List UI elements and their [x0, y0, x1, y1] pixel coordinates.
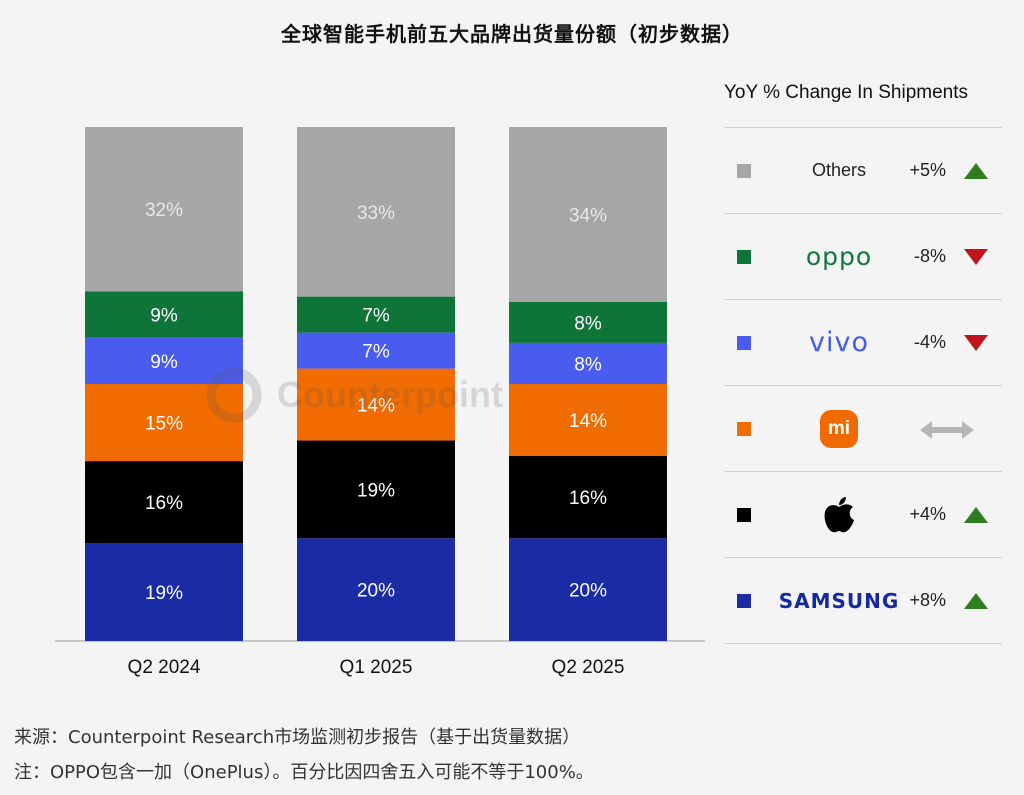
legend-row-samsung: SAMSUNG +8% — [724, 557, 1002, 644]
data-label: 14% — [357, 396, 395, 417]
bar-segment-apple — [509, 455, 667, 539]
vivo-swatch — [737, 336, 751, 350]
vivo-change: -4% — [913, 332, 946, 352]
data-label: 16% — [145, 493, 183, 514]
vivo-logo: vivo — [809, 327, 869, 358]
bar-segment-oppo — [297, 296, 455, 333]
data-label: 14% — [569, 411, 607, 432]
bar-segment-oppo — [509, 301, 667, 343]
down-arrow-icon — [964, 335, 988, 351]
data-label: 7% — [362, 306, 390, 327]
up-arrow-icon — [964, 593, 988, 609]
source-note: 来源：Counterpoint Research市场监测初步报告（基于出货量数据… — [14, 727, 581, 748]
bar-segment-oppo — [85, 291, 243, 338]
xiaomi-logo-icon: mi — [820, 409, 858, 448]
samsung-change: +8% — [909, 590, 946, 610]
legend-row-apple: +4% — [724, 471, 1002, 557]
legend-row-xiaomi: mi — [724, 385, 1002, 471]
data-label: 19% — [145, 583, 183, 604]
data-label: 34% — [569, 205, 607, 226]
apple-logo-icon — [824, 496, 854, 532]
double-arrow-icon — [920, 421, 974, 439]
data-label: 9% — [150, 352, 178, 373]
legend-row-others: Others +5% — [724, 127, 1002, 213]
bar-segment-xiaomi — [85, 384, 243, 462]
legend-row-vivo: vivo -4% — [724, 299, 1002, 385]
data-label: 8% — [574, 313, 602, 334]
oppo-swatch — [737, 250, 751, 264]
bar-segment-samsung — [85, 543, 243, 641]
oppo-logo: oppo — [805, 242, 873, 271]
data-label: 15% — [145, 414, 183, 435]
stacked-bar-chart: 19% 16% 15% 9% 9% 32% Q2 2024 20% 19% 14% 7% 7% 33% Q… — [55, 127, 705, 678]
bar-segment-samsung — [297, 538, 455, 641]
others-label: Others — [811, 160, 867, 180]
data-label: 7% — [362, 342, 390, 363]
up-arrow-icon — [964, 507, 988, 523]
bar-segment-vivo — [509, 342, 667, 384]
data-label: 16% — [569, 488, 607, 509]
chart-title: 全球智能手机前五大品牌出货量份额（初步数据） — [281, 22, 743, 46]
data-label: 8% — [574, 354, 602, 375]
others-change: +5% — [909, 160, 946, 180]
bar-segment-xiaomi — [509, 384, 667, 456]
bar-segment-others — [85, 127, 243, 292]
bar-segment-others — [509, 127, 667, 302]
oppo-change: -8% — [913, 246, 946, 266]
bar-segment-xiaomi — [297, 368, 455, 441]
data-label: 32% — [145, 200, 183, 221]
x-tick-label: Q2 2024 — [128, 657, 201, 678]
down-arrow-icon — [964, 249, 988, 265]
up-arrow-icon — [964, 163, 988, 179]
bar-segment-apple — [85, 461, 243, 544]
data-label: 20% — [569, 581, 607, 602]
apple-swatch — [737, 508, 751, 522]
bar-segment-samsung — [509, 538, 667, 641]
data-label: 20% — [357, 581, 395, 602]
footnote: 注：OPPO包含一加（OnePlus）。百分比因四舍五入可能不等于100%。 — [14, 762, 594, 783]
legend-row-oppo: oppo -8% — [724, 213, 1002, 299]
samsung-logo: SAMSUNG — [778, 588, 900, 613]
data-label: 9% — [150, 306, 178, 327]
samsung-swatch — [737, 594, 751, 608]
others-swatch — [737, 164, 751, 178]
bar-segment-vivo — [85, 337, 243, 384]
data-label: 19% — [357, 480, 395, 501]
x-tick-label: Q2 2025 — [552, 657, 625, 678]
data-label: 33% — [357, 203, 395, 224]
x-tick-label: Q1 2025 — [340, 657, 413, 678]
bar-segment-vivo — [297, 332, 455, 369]
bar-segment-apple — [297, 440, 455, 539]
bar-segment-others — [297, 127, 455, 297]
apple-change: +4% — [909, 504, 946, 524]
legend-title: YoY % Change In Shipments — [724, 82, 969, 103]
xiaomi-swatch — [737, 422, 751, 436]
